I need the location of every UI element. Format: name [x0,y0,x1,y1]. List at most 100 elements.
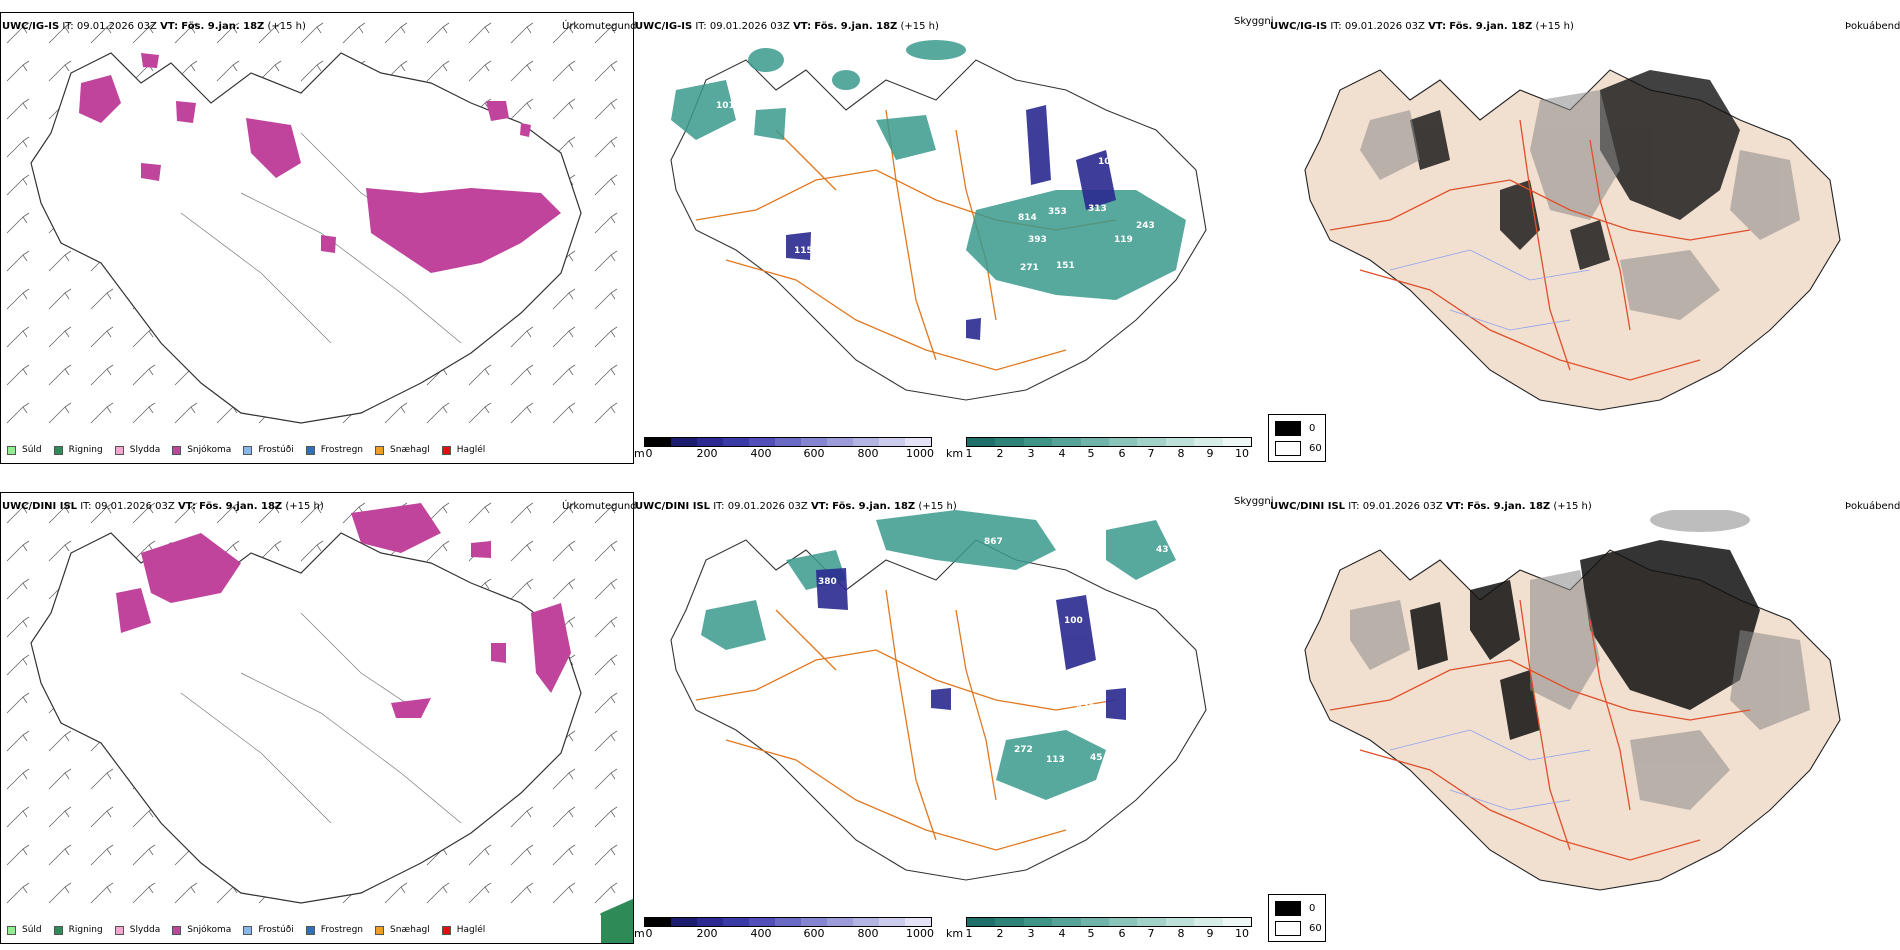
panel-right-title-cloud-bottom: Skyggni [1234,496,1274,507]
legend-item: Súld [7,445,42,455]
fog-legend-swatch [1275,421,1301,436]
vt-value: Fös. 9.jan. 18Z [181,21,265,32]
iceland-cloud-map-bottom: 740 380 100 867 43 272 433 113 15 153 45 [670,510,1207,881]
fog-panel-top [1270,30,1898,450]
cloud-panel-top: 101 73 971 100 23 256 353 313 814 393 27… [636,20,1266,460]
height-tick: 200 [696,447,718,460]
cloud-label: 272 [1014,745,1033,755]
legend-swatch [114,445,124,455]
panel-right-title-fog-top: Þokuábendi [1845,21,1900,32]
legend-item: Frostregn [305,445,363,455]
fog-legend-row: 0 [1275,901,1315,916]
it-label: IT: [713,501,725,512]
vt-value: Fös. 9.jan. 18Z [832,501,916,512]
model-name: UWC/IG-IS [2,21,60,32]
legend-label: Frostúði [258,445,294,455]
legend-item: Slydda [114,925,161,935]
panel-right-title-fog-bottom: Þokuábendi [1845,501,1900,512]
legend-label: Frostúði [258,925,294,935]
legend-item: Snjókoma [172,925,231,935]
height-tick: 1000 [906,927,934,940]
visibility-tick: 6 [1118,927,1126,940]
fog-legend-swatch [1275,901,1301,916]
height-colorbar-box [644,917,932,927]
legend-swatch [375,445,385,455]
visibility-tick: 8 [1177,927,1185,940]
legend-swatch [7,925,16,935]
height-tick: 800 [857,927,879,940]
legend-swatch [172,925,182,935]
lead-time: (+15 h) [918,501,957,512]
fog-legend-label: 0 [1309,423,1316,434]
legend-item: Haglél [441,925,486,935]
iceland-cloud-map-top: 101 73 971 100 23 256 353 313 814 393 27… [670,40,1207,401]
it-label: IT: [695,21,707,32]
legend-label: Rigning [68,445,103,455]
vt-value: Fös. 9.jan. 18Z [1449,21,1533,32]
lead-time: (+15 h) [285,501,324,512]
visibility-tick: 7 [1147,447,1155,460]
visibility-tick: 6 [1118,447,1126,460]
legend-label: Slydda [129,925,161,935]
cloud-label: 256 [1031,185,1050,195]
legend-item: Slydda [114,445,160,455]
vt-label: VT: [1428,21,1447,32]
legend-label: Súld [22,445,42,455]
visibility-tick: 3 [1027,927,1035,940]
legend-label: Haglél [456,925,486,935]
it-value: 09.01.2026 03Z [709,21,790,32]
model-name: UWC/DINI ISL [635,501,711,512]
cloud-label: 151 [1056,261,1075,271]
legend-swatch [243,445,253,455]
height-colorbar-bottom: m 0 200 400 600 800 1000 [634,917,944,943]
cloud-label: 380 [818,577,837,587]
visibility-colorbar-box [966,917,1252,927]
legend-swatch [305,445,315,455]
legend-swatch [243,925,253,935]
fog-legend-row: 0 [1275,421,1315,436]
it-label: IT: [1330,21,1342,32]
cloud-label: 153 [1144,659,1163,669]
legend-label: Snjókoma [187,445,232,455]
iceland-precip-map-bottom [1,493,633,943]
fog-legend-label: 60 [1309,443,1322,454]
cloud-label: 15 [1164,683,1177,693]
lead-time: (+15 h) [900,21,939,32]
cloud-panel-bottom: 740 380 100 867 43 272 433 113 15 153 45 [636,500,1266,940]
panel-title-bottom-3: UWC/DINI ISL IT: 09.01.2026 03Z VT: Fös.… [1270,501,1592,513]
visibility-unit: km [946,927,964,940]
cloud-label: 115 [794,246,813,256]
vt-label: VT: [810,501,829,512]
cloud-label: 100 [1098,157,1117,167]
fog-panel-bottom [1270,510,1898,930]
lead-time: (+15 h) [1535,21,1574,32]
it-value: 09.01.2026 03Z [76,21,157,32]
visibility-colorbar-top: km 1 2 3 4 5 6 7 8 9 10 [946,437,1266,463]
iceland-fog-map-top [1304,69,1841,411]
fog-legend-bottom: 0 60 [1268,894,1326,942]
legend-item: Haglél [441,445,486,455]
panel-title-bottom-2: UWC/DINI ISL IT: 09.01.2026 03Z VT: Fös.… [635,501,957,513]
visibility-tick: 2 [996,447,1004,460]
visibility-tick: 5 [1087,447,1095,460]
lead-time: (+15 h) [1553,501,1592,512]
panel-title-bottom-1: UWC/DINI ISL IT: 09.01.2026 03Z VT: Fös.… [2,501,324,513]
cloud-label: 353 [1048,207,1067,217]
visibility-tick: 3 [1027,447,1035,460]
precip-type-panel-bottom: Súld Rigning Slydda Snjókoma Frostúði Fr… [0,492,634,944]
visibility-tick: 1 [965,927,973,940]
iceland-precip-map-top [1,13,633,463]
height-tick: 1000 [906,447,934,460]
legend-item: Rigning [53,925,103,935]
it-value: 09.01.2026 03Z [727,501,808,512]
cloud-label: 73 [736,115,749,125]
legend-swatch [305,925,315,935]
height-unit: m [634,447,645,460]
vt-value: Fös. 9.jan. 18Z [199,501,283,512]
vt-value: Fös. 9.jan. 18Z [1467,501,1551,512]
legend-label: Haglél [456,445,486,455]
panel-title-top-1: UWC/IG-IS IT: 09.01.2026 03Z VT: Fös. 9.… [2,21,306,33]
cloud-label: 38 [1169,187,1182,197]
panel-right-title-cloud-top: Skyggni [1234,16,1274,27]
iceland-outline [30,52,582,424]
